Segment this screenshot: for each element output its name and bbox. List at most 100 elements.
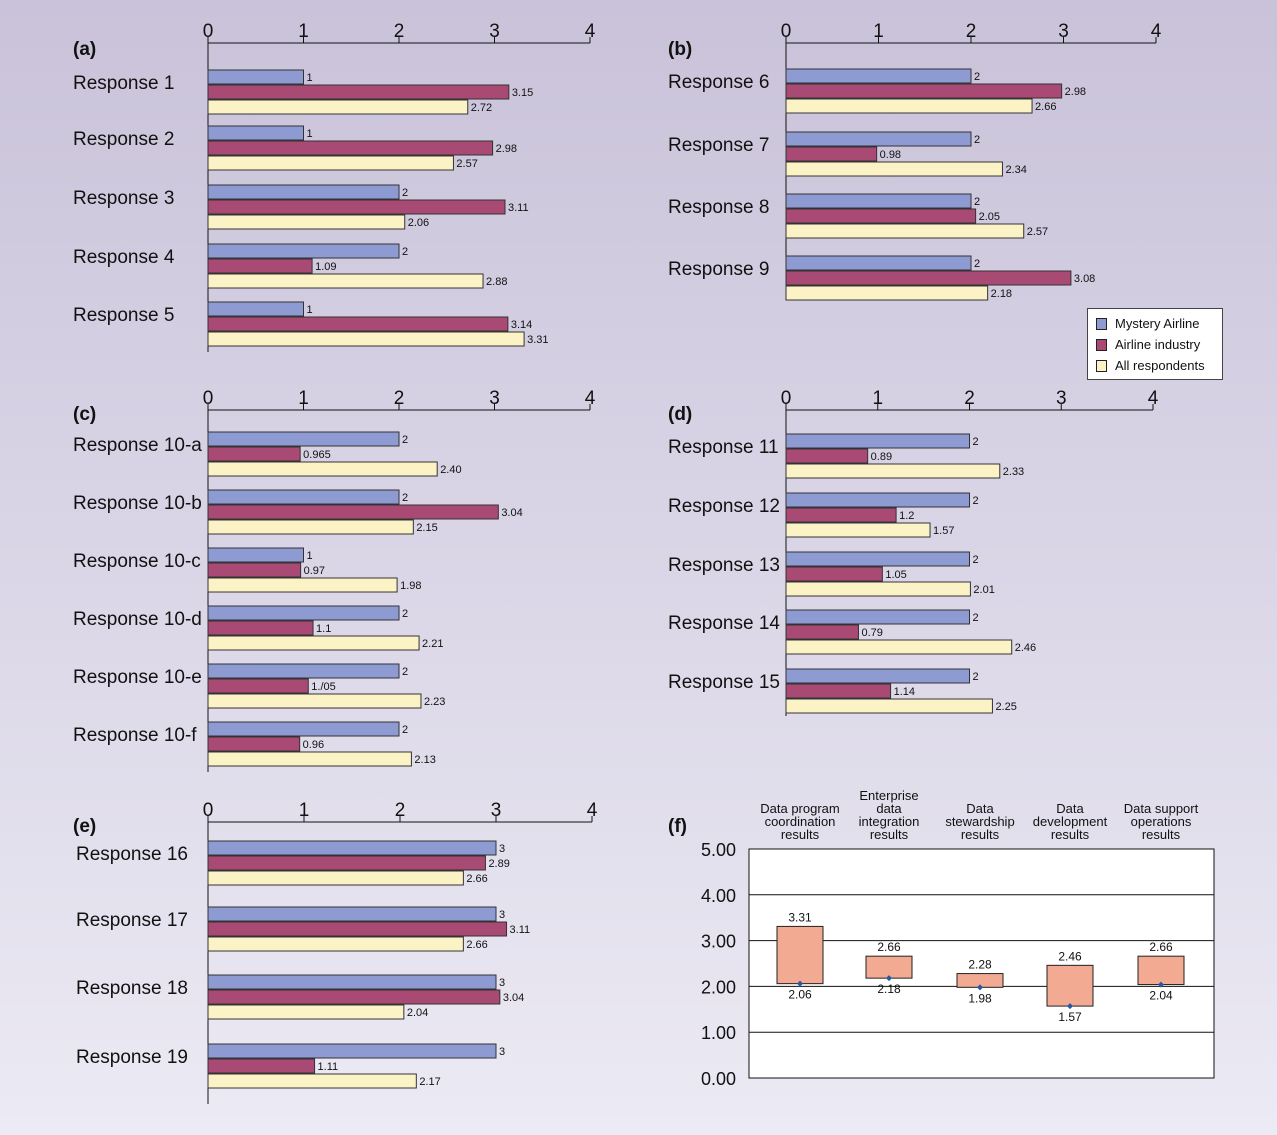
category-label: Response 17 [76,910,188,931]
bar [207,1004,405,1020]
panel-letter: (b) [668,39,692,60]
bar [785,566,883,582]
bar-value-label: 2 [974,71,980,83]
bar [207,870,464,886]
x-tick-label: 2 [394,21,405,42]
marker-diamond [797,980,803,987]
y-tick-label: 5.00 [701,840,736,860]
range-bar [1137,955,1185,986]
y-tick-label: 0.00 [701,1069,736,1089]
x-tick-label: 2 [394,388,405,409]
bar [207,921,508,937]
bar-value-label: 2 [402,724,408,736]
bar [207,273,484,289]
bar [785,698,993,714]
bar [207,989,501,1005]
legend-swatch-mystery-airline [1096,317,1107,330]
x-tick-label: 0 [203,388,214,409]
category-label: Response 11 [668,437,779,458]
bar-value-label: 3.31 [527,334,548,346]
category-label: Response 8 [668,197,769,218]
x-tick-label: 1 [872,388,883,409]
bar [785,639,1013,655]
category-label: Response 15 [668,672,780,693]
x-tick-label: 4 [585,21,596,42]
x-tick-label: 1 [299,800,310,821]
bar [207,316,509,332]
x-tick-label: 1 [873,21,884,42]
bar [785,463,1001,479]
bar-value-label: 2.18 [991,288,1012,300]
low-value-label: 1.57 [1058,1010,1082,1024]
bar [785,193,972,209]
x-tick-label: 3 [489,21,500,42]
legend: Mystery Airline Airline industry All res… [1087,308,1223,380]
category-label: Response 2 [73,129,174,150]
bar-value-label: 2.66 [466,873,487,885]
category-label: Response 10-b [73,493,202,514]
bar-value-label: 0.98 [880,149,901,161]
bar [785,668,970,684]
x-tick-label: 0 [203,21,214,42]
bar [785,161,1003,177]
high-value-label: 2.66 [877,940,901,954]
bar-value-label: 0.96 [303,739,324,751]
bar-value-label: 1.14 [894,686,915,698]
bar [207,751,412,767]
bar [207,301,304,317]
x-tick-label: 0 [781,21,792,42]
category-label: Response 3 [73,188,174,209]
bar [207,184,400,200]
bar-value-label: 2 [402,187,408,199]
category-label: Response 9 [668,259,769,280]
legend-item-mystery-airline: Mystery Airline [1096,313,1222,334]
x-tick-label: 3 [1056,388,1067,409]
bar [207,431,400,447]
bar-value-label: 2.57 [456,158,477,170]
low-value-label: 2.04 [1149,989,1173,1003]
bar-value-label: 3.04 [503,992,524,1004]
bar-value-label: 0.97 [304,565,325,577]
bar-value-label: 2.17 [419,1076,440,1088]
panel-letter: (e) [73,816,96,837]
bar [785,433,970,449]
range-bar [776,925,824,985]
bar [207,547,304,563]
panel-letter: (c) [73,404,96,425]
bar [207,504,499,520]
bar [785,507,897,523]
bar [207,855,486,871]
x-tick-label: 0 [781,388,792,409]
bar-value-label: 2 [973,671,979,683]
x-tick-label: 4 [585,388,596,409]
bar [785,223,1025,239]
y-tick-label: 3.00 [701,932,736,952]
bar [207,678,309,694]
bar [785,492,970,508]
x-tick-label: 3 [1058,21,1069,42]
bar [207,69,304,85]
bar [207,258,313,274]
category-label: results [1142,827,1181,842]
bar-value-label: 3.14 [511,319,532,331]
bar [207,721,400,737]
category-label: stewardship [945,814,1014,829]
plot-area [748,848,1215,1079]
bar-value-label: 2.33 [1003,466,1024,478]
bar [785,208,977,224]
bar-value-label: 0.79 [861,627,882,639]
bar-value-label: 1./05 [311,681,335,693]
category-label: Response 4 [73,247,175,268]
bar [785,551,970,567]
bar [785,581,971,597]
category-label: Data program [760,801,839,816]
bar-value-label: 2.21 [422,638,443,650]
bar [207,214,406,230]
category-label: results [1051,827,1090,842]
bar-value-label: 3.08 [1074,273,1095,285]
